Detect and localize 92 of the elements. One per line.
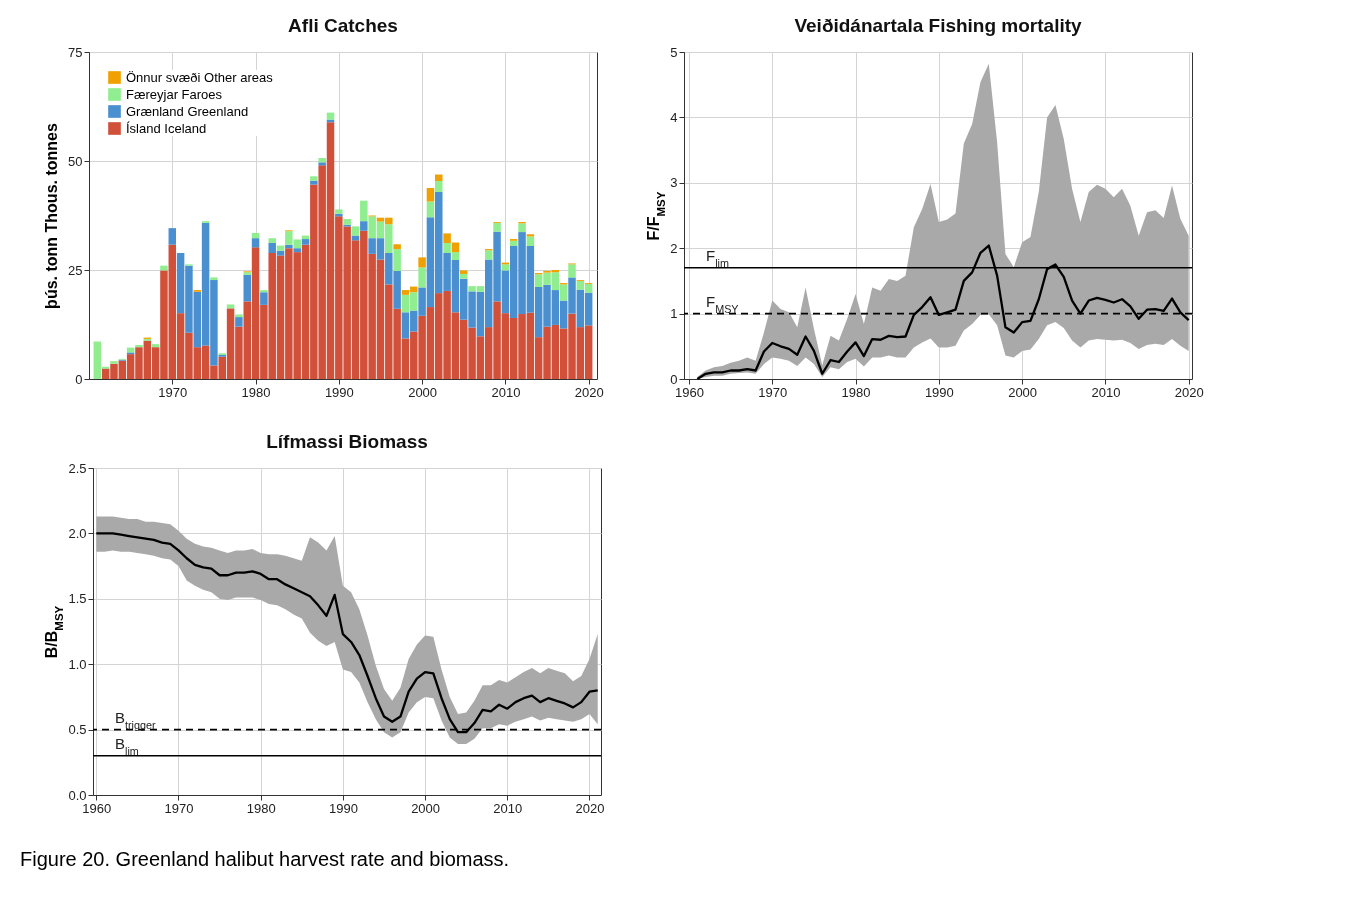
y-tick-label: 50 [68,153,83,169]
bar [335,209,343,214]
y-tick-label: 0.0 [68,787,87,803]
y-axis-title: þús. tonn Thous. tonnes [43,123,61,309]
ref-line-label: F$_{lim}$ [706,246,729,269]
bar [509,240,518,247]
bar [351,226,360,236]
x-tick-label: 2000 [1008,384,1038,400]
bar [318,157,326,163]
bar [168,228,177,245]
bar [151,344,160,348]
bar [301,239,310,245]
bar [426,188,435,202]
bar [260,292,268,305]
x-tick-label: 2000 [411,800,441,816]
x-tick-label: 1980 [841,384,871,400]
chart-title: Veiðidánartala Fishing mortality [794,15,1083,36]
bar [260,290,268,293]
x-tick-label: 1980 [241,384,271,400]
caption: Figure 20. Greenland halibut harvest rate and biomass. [20,848,510,871]
x-tick-label: 1990 [324,384,354,400]
bar [568,264,576,278]
bar [293,248,301,253]
bar [393,244,401,250]
bar [526,236,535,247]
y-tick-label: 25 [68,262,83,278]
y-tick-label: 0 [670,371,678,387]
x-tick-label: 2000 [408,384,438,400]
y-tick-label: 3 [670,175,678,191]
bar [310,180,318,185]
x-tick-label: 1990 [328,800,358,816]
legend-label: Grænland Greenland [126,103,249,119]
x-tick-label: 2020 [574,384,604,400]
chart-title: Lífmassi Biomass [266,431,428,452]
bar [135,344,143,348]
y-tick-label: 1.0 [68,656,87,672]
bar [326,112,335,120]
bar [460,273,468,279]
bar [210,277,218,281]
x-tick-label: 1960 [675,384,704,400]
ref-line-label: B$_{trigger}$ [115,708,157,731]
x-tick-label: 2020 [575,800,605,816]
bar [460,270,468,274]
y-tick-label: 5 [670,44,678,60]
bar [484,250,493,260]
bar [418,267,426,288]
bar [518,223,526,233]
bar [493,222,501,232]
x-tick-label: 2010 [493,800,523,816]
bar [443,233,451,243]
bar [310,176,318,181]
bar [251,232,260,239]
legend-label: Ísland Iceland [126,120,207,136]
chart-title: Afli Catches [288,15,398,36]
bar [226,304,235,309]
ref-line-label: F$_{MSY}$ [706,292,739,315]
x-tick-label: 1980 [246,800,276,816]
bar [243,274,251,302]
bar [435,174,443,182]
bar [418,257,426,268]
y-tick-label: 0.5 [68,722,87,738]
y-tick-label: 75 [68,44,83,60]
y-tick-label: 1.5 [68,591,87,607]
bar [318,162,326,166]
bar [268,238,276,243]
x-tick-label: 1990 [924,384,954,400]
legend-label: Önnur svæði Other areas [126,69,274,85]
bar [343,218,351,225]
bar [276,245,285,251]
y-tick-label: 1 [670,306,678,322]
x-tick-label: 1970 [158,384,188,400]
x-tick-label: 1960 [82,800,112,816]
bar [501,264,510,271]
x-tick-label: 2010 [491,384,521,400]
bar [235,317,243,327]
y-tick-label: 2.0 [68,525,87,541]
y-tick-label: 4 [670,109,678,125]
x-tick-label: 1970 [758,384,788,400]
y-tick-label: 2 [670,240,678,256]
bar [360,221,368,231]
bar [235,314,243,318]
legend-label: Færeyjar Faroes [126,86,223,102]
bar [251,238,260,248]
y-tick-label: 2.5 [68,460,87,476]
x-tick-label: 1970 [164,800,194,816]
bar [110,361,118,364]
x-tick-label: 2020 [1174,384,1204,400]
y-tick-label: 0 [75,371,83,387]
x-tick-label: 2010 [1091,384,1121,400]
bar [435,181,443,192]
bar [285,244,293,249]
ref-line-label: B$_{lim}$ [115,734,139,757]
